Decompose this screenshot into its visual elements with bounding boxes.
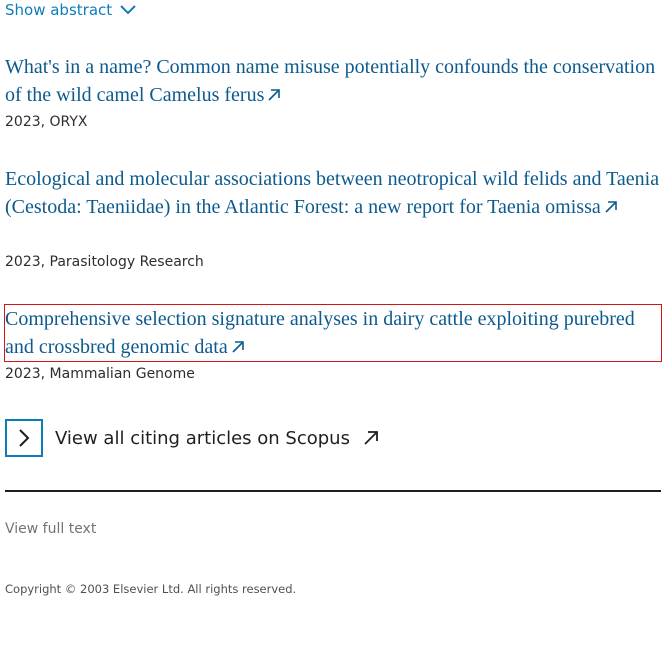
citing-article-title: Ecological and molecular associations be… — [5, 168, 660, 218]
external-link-arrow-icon — [363, 430, 379, 446]
citing-article-title-link[interactable]: Comprehensive selection signature analys… — [4, 304, 662, 362]
citing-article-meta: 2023, Mammalian Genome — [5, 366, 195, 382]
citing-article-title-link[interactable]: Ecological and molecular associations be… — [5, 165, 661, 221]
external-link-arrow-icon — [268, 89, 281, 101]
citing-article-title: Comprehensive selection signature analys… — [5, 308, 635, 358]
show-abstract-label: Show abstract — [5, 1, 113, 19]
chevron-down-icon — [120, 5, 136, 15]
external-link-arrow-icon — [605, 201, 617, 213]
citing-article-meta: 2023, Parasitology Research — [5, 254, 204, 270]
view-all-citing-articles-link[interactable]: View all citing articles on Scopus — [5, 418, 379, 458]
show-abstract-toggle[interactable]: Show abstract — [5, 0, 137, 20]
chevron-right-button[interactable] — [5, 419, 43, 457]
chevron-right-icon — [19, 429, 30, 447]
citing-article-meta: 2023, ORYX — [5, 114, 88, 130]
citing-article-title: What's in a name? Common name misuse pot… — [5, 56, 656, 106]
external-link-arrow-icon — [232, 341, 244, 353]
section-divider — [5, 490, 661, 492]
copyright-notice: Copyright © 2003 Elsevier Ltd. All right… — [5, 582, 297, 596]
view-all-citing-label: View all citing articles on Scopus — [55, 427, 350, 449]
view-full-text-link[interactable]: View full text — [5, 521, 97, 537]
citing-article-title-link[interactable]: What's in a name? Common name misuse pot… — [5, 53, 661, 109]
